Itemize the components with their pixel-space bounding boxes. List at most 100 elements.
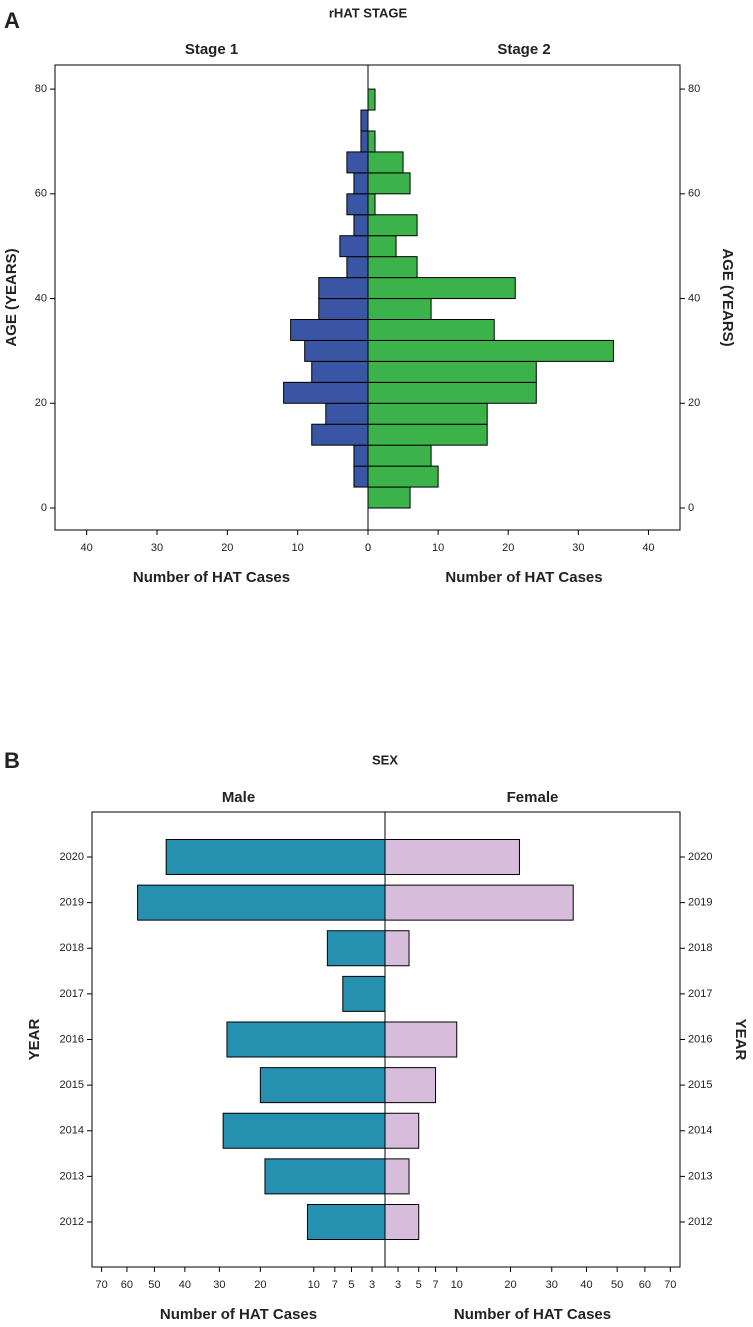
x-tick-label: 20: [504, 1279, 516, 1291]
y-tick-label: 2020: [688, 851, 712, 863]
y-tick-label: 2014: [60, 1125, 84, 1137]
bar: [367, 235, 397, 258]
bar: [384, 1021, 458, 1058]
bar: [384, 930, 410, 967]
y-tick-label: 80: [35, 83, 47, 95]
x-tick-label: 10: [451, 1279, 463, 1291]
bar: [325, 402, 369, 425]
bar: [222, 1112, 386, 1149]
y-tick-label: 2017: [688, 988, 712, 1000]
bar: [311, 423, 369, 446]
x-tick-label: 20: [254, 1279, 266, 1291]
x-tick-label: 3: [369, 1279, 375, 1291]
bar: [367, 193, 376, 216]
x-tick-label: 30: [546, 1279, 558, 1291]
x-tick-label: 40: [179, 1279, 191, 1291]
y-tick-label: 0: [41, 502, 47, 514]
bar: [346, 151, 369, 174]
bar: [367, 130, 376, 153]
bar: [367, 298, 432, 320]
x-tick-label: 20: [502, 542, 514, 554]
bar: [283, 381, 369, 404]
x-tick-label: 30: [213, 1279, 225, 1291]
bar: [384, 884, 574, 921]
bar: [367, 360, 537, 383]
y-tick-label: 2012: [688, 1216, 712, 1228]
bar: [318, 277, 369, 300]
y-tick-label: 2017: [60, 988, 84, 1000]
y-tick-label: 2013: [688, 1170, 712, 1182]
y-axis-label: YEAR: [26, 1019, 43, 1061]
y-tick-label: 60: [688, 188, 700, 200]
y-tick-label: 2015: [60, 1079, 84, 1091]
bar: [367, 151, 404, 174]
bar: [304, 339, 369, 362]
bar: [384, 1067, 437, 1104]
y-tick-label: 60: [35, 188, 47, 200]
x-tick-label: 50: [148, 1279, 160, 1291]
bar: [367, 214, 418, 237]
x-axis-label: Number of HAT Cases: [133, 569, 290, 586]
y-tick-label: 2016: [688, 1033, 712, 1045]
bar: [353, 444, 369, 467]
y-tick-label: 2014: [688, 1125, 712, 1137]
x-axis-label: Number of HAT Cases: [454, 1306, 611, 1323]
x-tick-label: 0: [365, 542, 371, 554]
series-header: Male: [222, 789, 255, 806]
y-tick-label: 20: [688, 397, 700, 409]
series-header: Stage 2: [497, 41, 550, 58]
y-tick-label: 20: [35, 397, 47, 409]
bar: [360, 109, 369, 132]
x-tick-label: 10: [292, 542, 304, 554]
chart-title: SEX: [372, 752, 398, 767]
x-tick-label: 70: [95, 1279, 107, 1291]
bar: [367, 381, 537, 404]
y-tick-label: 2018: [60, 942, 84, 954]
series-header: Stage 1: [185, 41, 238, 58]
x-tick-label: 3: [395, 1279, 401, 1291]
x-tick-label: 5: [416, 1279, 422, 1291]
x-axis-label: Number of HAT Cases: [445, 569, 602, 586]
bar: [290, 318, 369, 341]
bar: [384, 1112, 420, 1149]
chart-title: rHAT STAGE: [329, 5, 408, 20]
x-tick-label: 40: [81, 542, 93, 554]
x-tick-label: 70: [664, 1279, 676, 1291]
bar: [339, 235, 369, 258]
y-tick-label: 2015: [688, 1079, 712, 1091]
bar: [384, 839, 520, 875]
bar: [367, 444, 432, 467]
y-tick-label: 2019: [60, 897, 84, 909]
x-tick-label: 0: [365, 542, 371, 554]
y-tick-label: 2019: [688, 897, 712, 909]
x-tick-label: 60: [121, 1279, 133, 1291]
bar: [367, 339, 614, 362]
y-axis-label: AGE (YEARS): [719, 248, 736, 346]
x-tick-label: 40: [642, 542, 654, 554]
y-axis-label: YEAR: [732, 1019, 749, 1061]
x-tick-label: 10: [432, 542, 444, 554]
bar: [306, 1204, 386, 1240]
bar: [353, 172, 369, 195]
y-tick-label: 2020: [60, 851, 84, 863]
bar: [360, 130, 369, 153]
x-tick-label: 7: [432, 1279, 438, 1291]
x-tick-label: 7: [332, 1279, 338, 1291]
bar: [311, 360, 369, 383]
y-tick-label: 2016: [60, 1033, 84, 1045]
x-tick-label: 50: [611, 1279, 623, 1291]
x-axis-label: Number of HAT Cases: [160, 1306, 317, 1323]
bar: [384, 1204, 420, 1240]
x-tick-label: 30: [151, 542, 163, 554]
bar: [367, 486, 411, 509]
bar: [165, 839, 386, 875]
x-tick-label: 30: [572, 542, 584, 554]
bar: [264, 1158, 386, 1195]
bar: [367, 256, 418, 279]
x-tick-label: 40: [580, 1279, 592, 1291]
y-tick-label: 2018: [688, 942, 712, 954]
bar: [384, 1158, 410, 1195]
bar: [367, 423, 488, 446]
